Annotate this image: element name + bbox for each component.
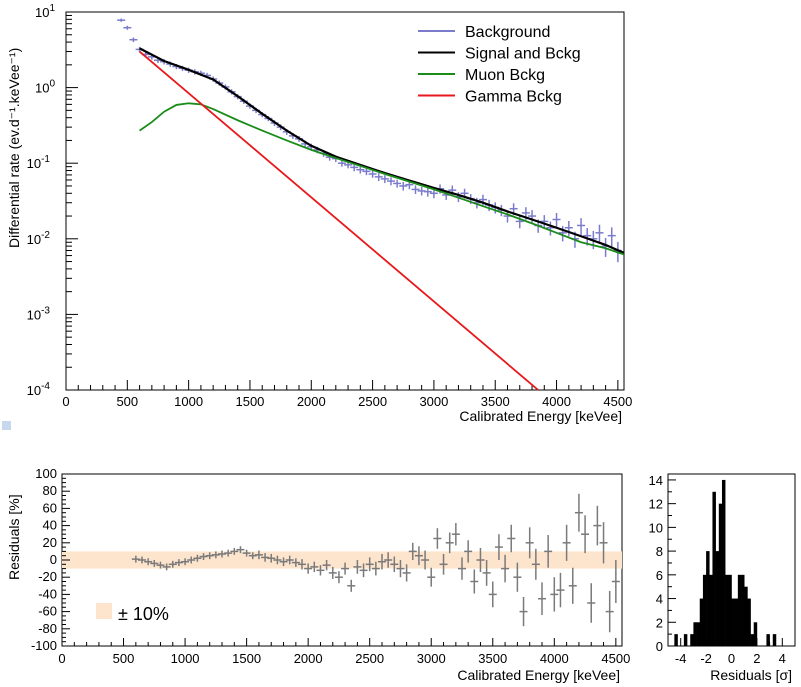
y-tick-label: -80: [38, 621, 57, 636]
histogram-bar: [702, 574, 707, 646]
y-tick-label: 4: [656, 592, 663, 607]
x-tick-label: 2: [753, 651, 760, 666]
y-tick-label: 10-3: [27, 305, 51, 322]
histogram-bar: [766, 634, 770, 646]
histogram-bar: [731, 598, 735, 646]
x-tick-label: 500: [116, 394, 138, 409]
y-tick-label: -100: [31, 638, 57, 653]
spectrum-plot: 0 500 1000 1500 2000 2500 3000 3500 4000 4500 10-4…: [27, 3, 633, 409]
x-tick-label: 0: [58, 651, 65, 666]
histogram-bar: [728, 574, 732, 646]
histogram-bar: [718, 503, 723, 646]
histogram-bar: [737, 574, 742, 646]
residuals-x-axis-label: Calibrated Energy [keVee]: [457, 667, 620, 683]
y-tick-label: 10-2: [27, 230, 51, 247]
band-legend-label: ± 10%: [118, 604, 169, 624]
histogram-bar: [772, 634, 777, 646]
y-tick-label: 100: [35, 79, 55, 96]
residuals-plot: ± 10%0 500 1000 1500 2000 2500 3000 3500 4000 450…: [31, 466, 630, 666]
x-tick-label: 1500: [232, 651, 261, 666]
histogram-bar: [747, 598, 751, 646]
residuals-y-axis-label: Residuals [%]: [6, 494, 22, 580]
y-tick-label: -60: [38, 604, 57, 619]
histogram-bar: [709, 574, 713, 646]
panel-marker: [2, 421, 11, 430]
y-tick-label: 2: [656, 615, 663, 630]
x-tick-label: 4500: [601, 651, 630, 666]
legend-entry: Gamma Bckg: [465, 89, 562, 106]
y-tick-label: 10: [649, 520, 663, 535]
histogram-bar: [674, 634, 678, 646]
gamma-bckgline: [138, 50, 539, 391]
histogram-bar: [696, 622, 701, 646]
tolerance-band: [62, 551, 622, 569]
histogram-plot: -4 -2 0 2 4 0 2 4 6 8 10 12 14: [649, 473, 796, 666]
histogram-bar: [693, 622, 697, 646]
y-tick-label: 8: [656, 544, 663, 559]
histogram-bar: [712, 491, 716, 646]
y-tick-label: 0: [50, 552, 57, 567]
y-tick-label: -40: [38, 586, 57, 601]
signal-and-bckgline: [139, 47, 625, 254]
x-tick-label: 2000: [297, 394, 326, 409]
x-tick-label: 3000: [417, 651, 446, 666]
x-tick-label: 1000: [171, 651, 200, 666]
y-tick-label: 10-4: [27, 381, 51, 398]
x-tick-label: 2500: [355, 651, 384, 666]
x-tick-label: -4: [675, 651, 687, 666]
legend-entry: Signal and Bckg: [465, 46, 581, 63]
x-tick-label: 4000: [542, 394, 571, 409]
histogram-bar: [753, 622, 758, 646]
x-tick-label: 2500: [358, 394, 387, 409]
x-tick-label: 4000: [540, 651, 569, 666]
y-tick-label: 0: [656, 639, 663, 654]
histogram-bar: [721, 479, 726, 646]
histogram-bar: [734, 598, 739, 646]
histogram-bar: [706, 551, 710, 646]
y-tick-label: -20: [38, 569, 57, 584]
spectrum-plot-frame: [65, 11, 625, 391]
band-legend-swatch: [96, 603, 112, 619]
y-tick-label: 60: [43, 500, 57, 515]
x-tick-label: 3500: [478, 651, 507, 666]
histogram-bar: [683, 634, 688, 646]
histogram-bar: [741, 574, 745, 646]
x-tick-label: 500: [113, 651, 135, 666]
histogram-bar: [725, 574, 729, 646]
muon-bckgline: [139, 102, 625, 256]
y-tick-label: 40: [43, 518, 57, 533]
x-tick-label: 3500: [481, 394, 510, 409]
x-tick-label: 1500: [235, 394, 264, 409]
y-tick-label: 12: [649, 497, 663, 512]
y-tick-label: 6: [656, 568, 663, 583]
y-tick-label: 20: [43, 535, 57, 550]
histogram-x-axis-label: Residuals [σ]: [710, 667, 792, 683]
spectrum-y-axis-label: Differential rate (ev.d⁻¹.keVee⁻¹): [6, 48, 22, 248]
x-tick-label: 4: [779, 651, 786, 666]
x-tick-label: -2: [700, 651, 712, 666]
y-tick-label: 10-1: [27, 154, 51, 171]
histogram-bar: [750, 634, 755, 646]
histogram-bar: [690, 634, 694, 646]
x-tick-label: 4500: [603, 394, 632, 409]
x-tick-label: 0: [728, 651, 735, 666]
legend-entry: Background: [465, 24, 550, 41]
x-tick-label: 2000: [294, 651, 323, 666]
y-tick-label: 100: [35, 466, 57, 481]
y-tick-label: 101: [35, 3, 55, 20]
spectrum-legend: Background Signal and Bckg Muon Bckg Gamma …: [418, 24, 581, 106]
x-tick-label: 3000: [419, 394, 448, 409]
histogram-bar: [699, 598, 704, 646]
x-tick-label: 0: [62, 394, 69, 409]
histogram-bar: [715, 551, 720, 646]
legend-entry: Muon Bckg: [465, 67, 545, 84]
x-tick-label: 1000: [174, 394, 203, 409]
spectrum-x-axis-label: Calibrated Energy [keVee]: [459, 408, 622, 424]
y-tick-label: 14: [649, 473, 663, 488]
y-tick-label: 80: [43, 483, 57, 498]
histogram-bar: [744, 586, 748, 646]
